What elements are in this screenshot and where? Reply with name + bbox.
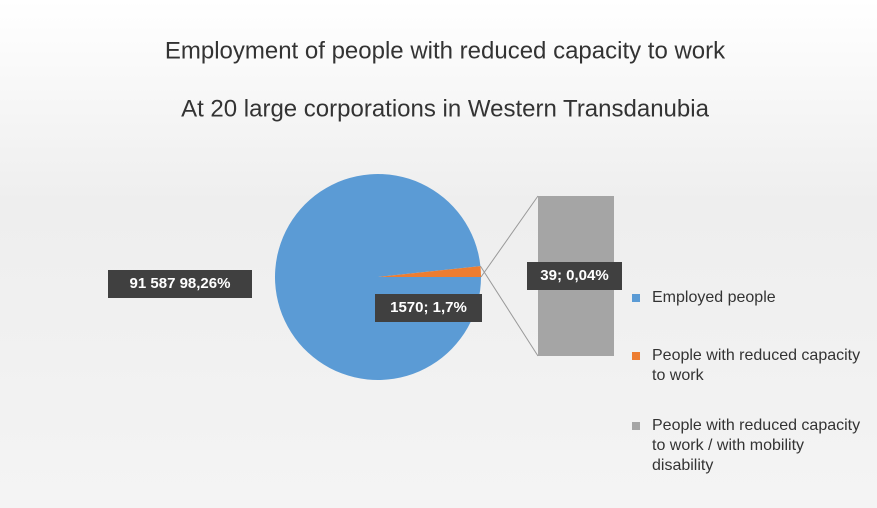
- legend-swatch: [632, 352, 640, 360]
- connector: [480, 265, 539, 357]
- legend-label: Employed people: [652, 289, 776, 306]
- legend-label: People with reduced capacity to work / w…: [652, 417, 861, 474]
- value-label: 91 587 98,26%: [130, 275, 231, 292]
- value-label: 1570; 1,7%: [390, 299, 467, 316]
- pie-slice: [275, 173, 481, 380]
- label-box: [375, 294, 482, 322]
- chart-subtitle: At 20 large corporations in Western Tran…: [181, 95, 710, 122]
- legend-swatch: [632, 294, 640, 302]
- label-box: [527, 262, 622, 290]
- value-label: 39; 0,04%: [540, 267, 608, 284]
- legend-swatch: [632, 422, 640, 430]
- connector: [480, 195, 539, 278]
- label-box: [108, 270, 252, 298]
- pie-slice: [378, 266, 481, 277]
- legend-label: People with reduced capacity to work: [652, 347, 861, 384]
- chart-title: Employment of people with reduced capaci…: [165, 37, 726, 64]
